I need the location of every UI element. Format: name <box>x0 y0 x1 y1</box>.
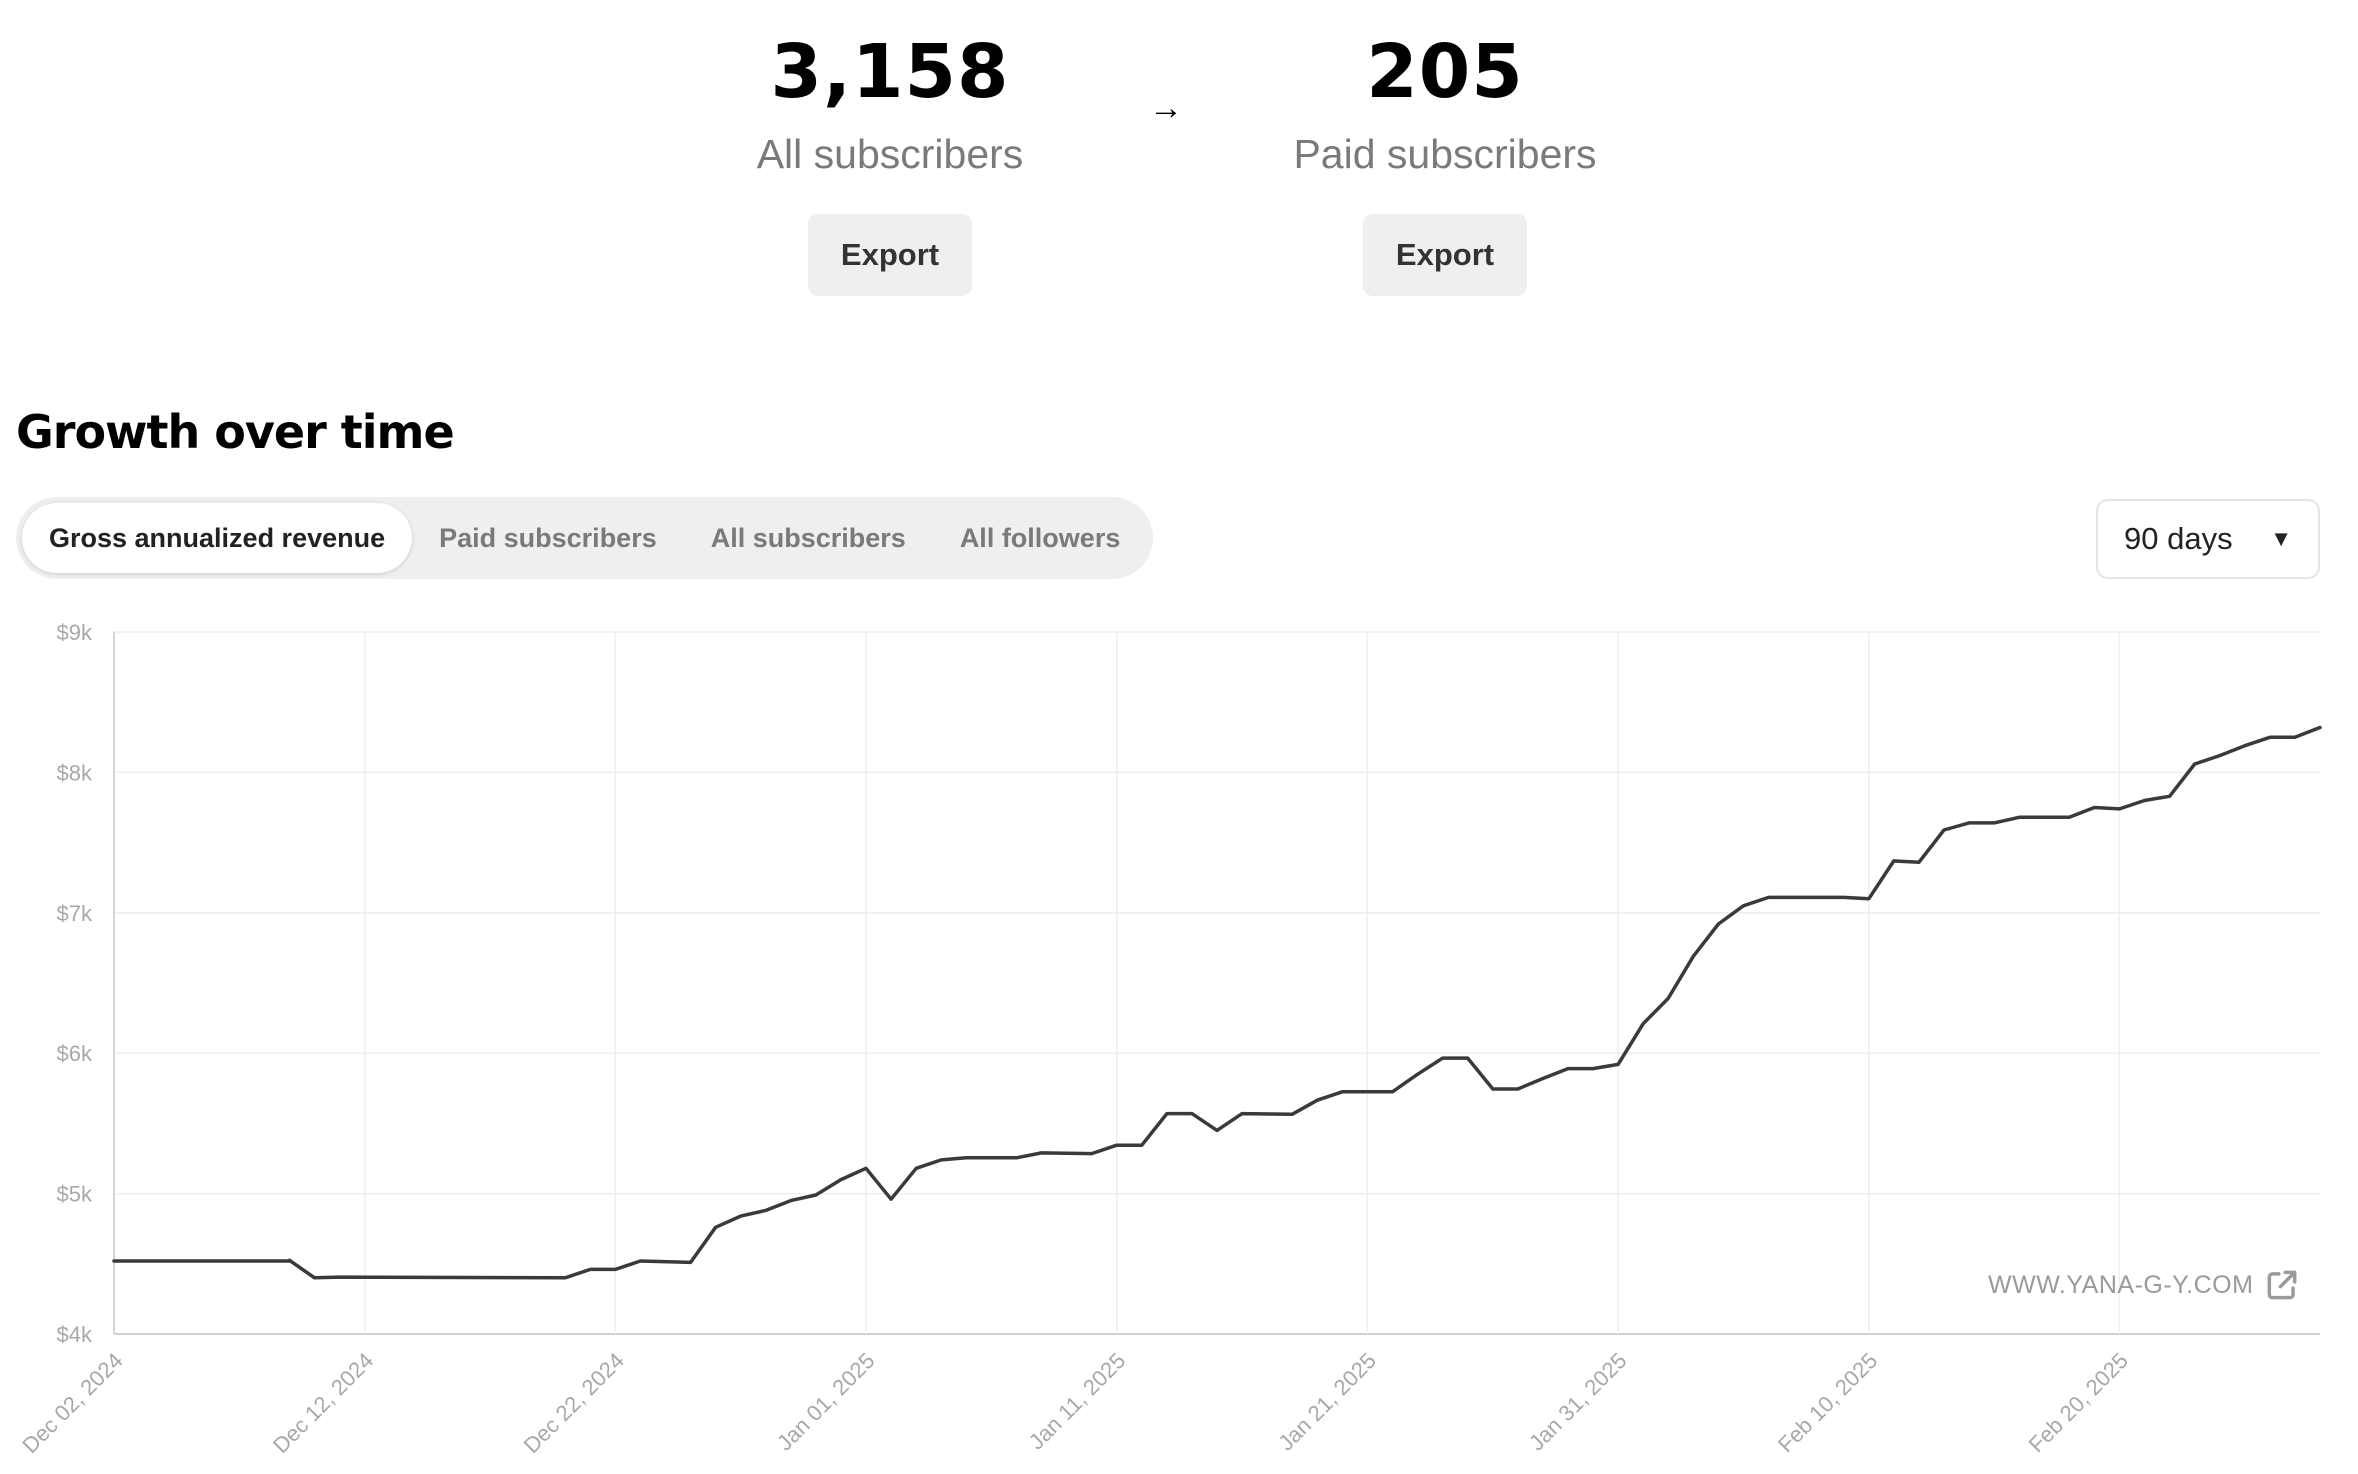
tab-all-subscribers[interactable]: All subscribers <box>710 523 906 553</box>
caret-down-icon: ▼ <box>2270 526 2292 551</box>
all-subscribers-count: 3,158 <box>770 29 1010 115</box>
export-paid-subscribers-button[interactable]: Export <box>1363 214 1527 296</box>
x-tick-label: Jan 21, 2025 <box>1273 1348 1381 1456</box>
metric-tabs: Gross annualized revenue Paid subscriber… <box>16 497 1154 579</box>
export-all-subscribers-button[interactable]: Export <box>808 214 972 296</box>
external-link-icon <box>2267 1270 2297 1300</box>
watermark: WWW.YANA-G-Y.COM <box>1988 1266 2301 1304</box>
x-tick-label: Feb 20, 2025 <box>2024 1348 2133 1457</box>
section-title: Growth over time <box>16 405 455 459</box>
paid-subscribers-label: Paid subscribers <box>1293 131 1597 177</box>
y-tick-label: $9k <box>57 620 93 645</box>
x-tick-label: Dec 22, 2024 <box>519 1348 629 1458</box>
y-tick-label: $6k <box>57 1041 93 1066</box>
revenue-line-chart: $4k $5k $6k $7k $8k $9k Dec 02, 2024 Dec 12, 20… <box>17 620 2322 1458</box>
paid-subscribers-stat: 205 Paid subscribers Export <box>1225 22 1665 296</box>
all-subscribers-stat: 3,158 All subscribers Export <box>670 22 1110 296</box>
y-tick-label: $7k <box>57 901 93 926</box>
x-tick-label: Jan 01, 2025 <box>772 1348 880 1456</box>
arrow-right-icon: → <box>1149 89 1183 127</box>
tab-paid-subscribers[interactable]: Paid subscribers <box>439 523 657 553</box>
revenue-series-line <box>112 725 2322 1280</box>
tab-all-followers[interactable]: All followers <box>959 523 1121 553</box>
x-tick-label: Dec 02, 2024 <box>17 1348 127 1458</box>
x-tick-label: Dec 12, 2024 <box>268 1348 378 1458</box>
y-tick-label: $5k <box>57 1182 93 1207</box>
time-range-value: 90 days <box>2124 521 2233 556</box>
x-tick-label: Jan 31, 2025 <box>1524 1348 1632 1456</box>
watermark-text: WWW.YANA-G-Y.COM <box>1988 1270 2254 1299</box>
time-range-select[interactable]: 90 days ▼ <box>2096 499 2320 579</box>
y-tick-label: $8k <box>57 760 93 785</box>
paid-subscribers-count: 205 <box>1366 29 1524 115</box>
x-tick-label: Feb 10, 2025 <box>1773 1348 1882 1457</box>
all-subscribers-label: All subscribers <box>756 131 1024 177</box>
tab-gross-annualized-revenue[interactable]: Gross annualized revenue <box>22 503 413 573</box>
y-tick-label: $4k <box>57 1322 93 1347</box>
x-tick-label: Jan 11, 2025 <box>1024 1348 1130 1454</box>
